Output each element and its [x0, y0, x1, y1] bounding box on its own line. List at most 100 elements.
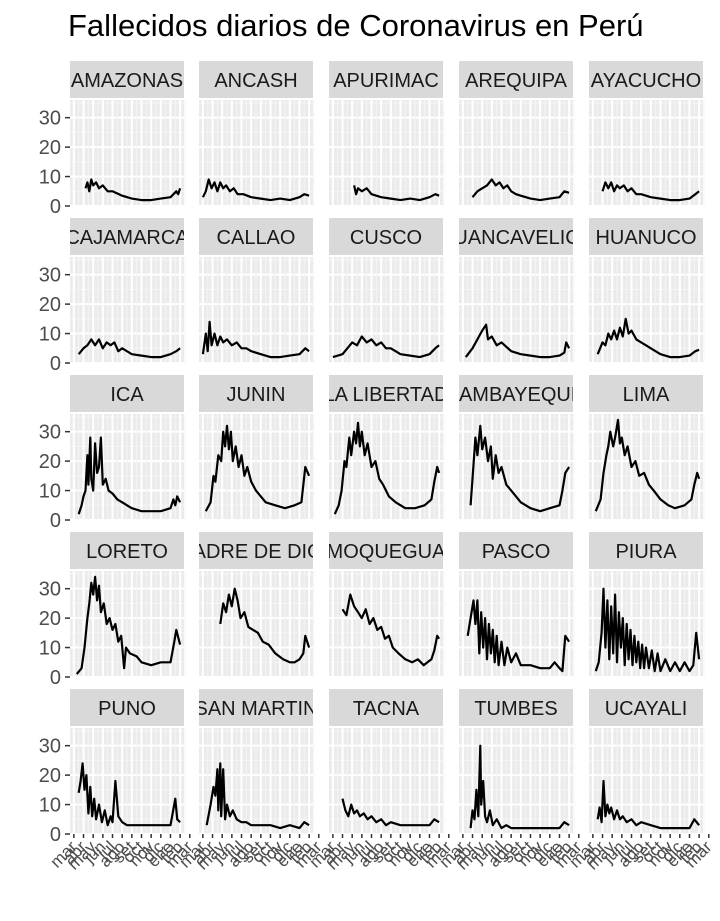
facet-panel-junin: JUNIN	[199, 375, 320, 521]
facet-strip-label: MOQUEGUA	[327, 541, 447, 563]
facet-strip-label: SAN MARTIN	[195, 698, 318, 720]
facet-strip	[70, 61, 184, 98]
y-tick-label: 20	[39, 451, 61, 473]
series-line	[219, 587, 311, 664]
series-line	[201, 320, 310, 359]
y-tick-label: 0	[50, 510, 61, 532]
series-line	[469, 424, 571, 513]
facet-panel-ancash: ANCASH	[199, 61, 320, 207]
facet-panel-ayacucho: AYACUCHO	[589, 61, 710, 207]
y-tick-label: 10	[39, 481, 61, 503]
facet-strip	[589, 532, 703, 569]
facet-panel-arequipa: AREQUIPA	[459, 61, 580, 207]
y-tick-label: 30	[39, 736, 61, 758]
facet-panel-madre-de-dios: MADRE DE DIOS	[176, 532, 336, 678]
facet-strip-label: UCAYALI	[605, 698, 688, 720]
facet-strip	[329, 532, 443, 569]
y-tick-label: 30	[39, 579, 61, 601]
series-line	[594, 587, 701, 673]
series-line	[201, 178, 310, 202]
y-tick-label: 10	[39, 795, 61, 817]
series-line	[596, 317, 700, 359]
series-line	[205, 762, 310, 830]
series-line	[471, 178, 570, 202]
facet-strip	[459, 689, 573, 726]
y-tick-label: 20	[39, 294, 61, 316]
facet-strip	[70, 375, 184, 412]
series-line	[77, 338, 181, 359]
y-tick-label: 20	[39, 137, 61, 159]
facet-panel-huanuco: HUANUCO	[589, 218, 710, 364]
series-line	[77, 436, 182, 515]
facet-panel-puno: PUNO0102030marabrmayjunjulagosetoctnovdi…	[39, 689, 197, 874]
series-line	[341, 798, 440, 827]
facet-strip	[329, 218, 443, 255]
facet-strip-label: CAJAMARCA	[65, 227, 189, 249]
facet-strip-label: PIURA	[615, 541, 677, 563]
y-tick-label: 20	[39, 765, 61, 787]
y-tick-label: 30	[39, 422, 61, 444]
series-line	[204, 424, 311, 512]
series-line	[333, 421, 441, 515]
facet-strip	[459, 375, 573, 412]
facet-strip	[329, 375, 443, 412]
facet-strip	[70, 218, 184, 255]
facet-panel-san-martin: SAN MARTINmarabrmayjunjulagosetoctnovdic…	[176, 689, 326, 874]
facet-strip	[199, 218, 313, 255]
y-tick-label: 30	[39, 108, 61, 130]
y-tick-label: 20	[39, 608, 61, 630]
series-line	[464, 323, 571, 359]
facet-strip-label: JUNIN	[227, 384, 286, 406]
facet-strip	[459, 61, 573, 98]
y-tick-label: 0	[50, 353, 61, 375]
facet-strip	[459, 532, 573, 569]
facet-panel-moquegua: MOQUEGUA	[327, 532, 450, 678]
facet-strip	[199, 375, 313, 412]
series-line	[341, 593, 441, 667]
series-line	[77, 762, 181, 827]
facet-strip	[589, 375, 703, 412]
y-tick-label: 0	[50, 667, 61, 689]
facet-strip-label: PUNO	[98, 698, 156, 720]
facet-panel-cajamarca: CAJAMARCA 0 10 20 30	[39, 218, 191, 375]
facet-panel-huancavelica: HUANCAVELICA	[439, 218, 594, 364]
series-line	[594, 418, 701, 512]
facet-strip-label: ANCASH	[214, 70, 297, 92]
facet-strip	[589, 689, 703, 726]
facet-strip-label: HUANUCO	[595, 227, 696, 249]
facet-strip	[199, 61, 313, 98]
facet-strip-label: HUANCAVELICA	[439, 227, 594, 249]
facet-strip-label: CUSCO	[350, 227, 422, 249]
facet-panel-callao: CALLAO	[199, 218, 320, 364]
facet-panel-tacna: TACNAmarabrmayjunjulagosetoctnovdicenefe…	[306, 689, 456, 874]
facet-panel-pasco: PASCO	[459, 532, 580, 678]
facet-panel-loreto: LORETO 0 10 20 30	[39, 532, 191, 689]
series-line	[75, 575, 182, 675]
y-tick-label: 10	[39, 167, 61, 189]
facet-strip-label: PASCO	[482, 541, 551, 563]
facet-strip	[199, 532, 313, 569]
facet-strip-label: ICA	[110, 384, 144, 406]
facet-strip	[329, 689, 443, 726]
y-tick-label: 0	[50, 824, 61, 846]
facet-strip-label: LORETO	[86, 541, 168, 563]
facet-strip-label: CALLAO	[217, 227, 296, 249]
facet-panel-apurimac: APURIMAC	[329, 61, 450, 207]
facet-strip-label: AYACUCHO	[591, 70, 701, 92]
facet-strip-label: AMAZONAS	[71, 70, 183, 92]
series-line	[353, 185, 440, 202]
facet-strip-label: LAMBAYEQUE	[448, 384, 584, 406]
series-line	[601, 181, 700, 202]
facet-strip	[459, 218, 573, 255]
facet-strip-label: LA LIBERTAD	[324, 384, 449, 406]
facet-strip	[199, 689, 313, 726]
facet-panel-piura: PIURA	[589, 532, 710, 678]
facet-strip-label: MADRE DE DIOS	[176, 541, 336, 563]
facet-panel-amazonas: AMAZONAS 0 10 20 30	[39, 61, 191, 218]
series-line	[596, 779, 700, 830]
facet-strip-label: TUMBES	[474, 698, 557, 720]
facet-strip	[589, 218, 703, 255]
y-tick-label: 10	[39, 324, 61, 346]
series-line	[466, 599, 571, 673]
facet-strip-label: LIMA	[623, 384, 670, 406]
